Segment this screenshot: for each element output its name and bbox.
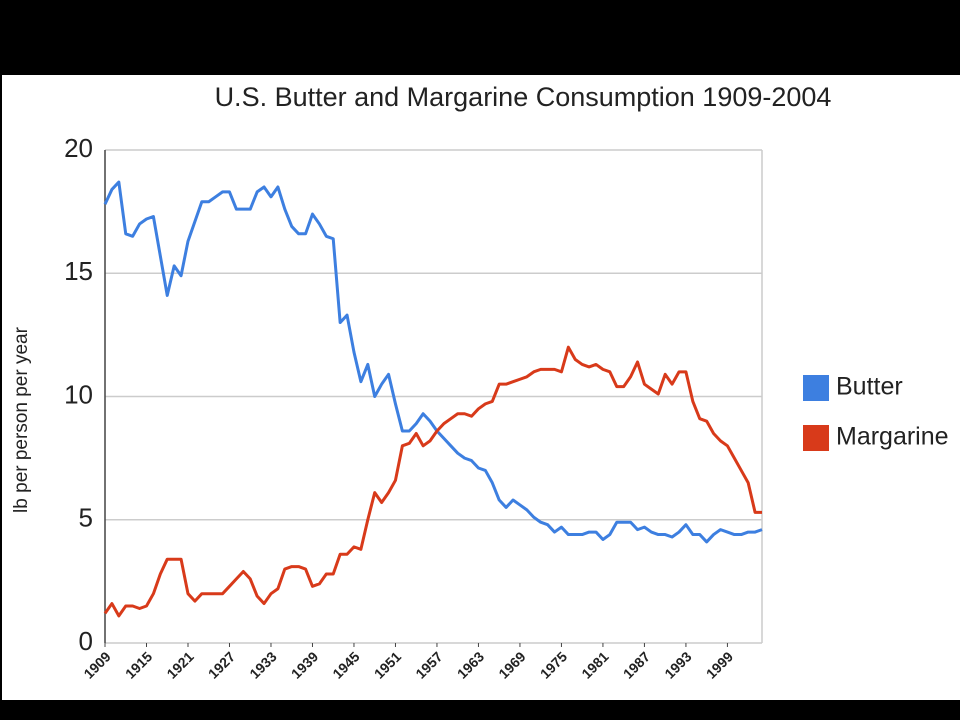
y-axis-label: lb per person per year [11,326,32,513]
legend-label: Butter [836,373,903,401]
series-line [103,345,762,618]
legend-swatch [803,425,829,451]
y-tick-label: 10 [64,379,93,409]
series-line [103,180,763,544]
legend-swatch [803,375,829,401]
y-tick-label: 20 [64,133,93,163]
background [2,75,960,700]
chart-title: U.S. Butter and Margarine Consumption 19… [215,82,832,112]
legend-label: Margarine [836,423,949,451]
y-tick-label: 0 [79,626,93,656]
y-tick-label: 5 [79,503,93,533]
y-tick-label: 15 [64,256,93,286]
